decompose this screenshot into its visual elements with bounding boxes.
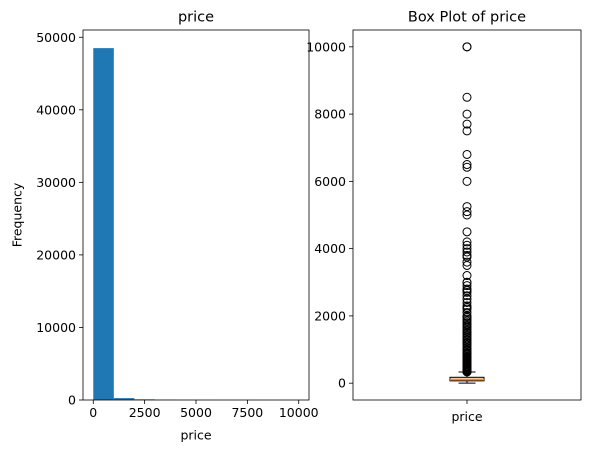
histogram-y-axis-label: Frequency — [10, 182, 25, 247]
boxplot-outlier-82 — [462, 284, 472, 294]
boxplot-outlier-104 — [462, 119, 472, 129]
histogram-x-tick-label-2: 5000 — [180, 405, 212, 420]
boxplot-outlier-95 — [462, 227, 472, 237]
boxplot-outlier-105 — [462, 109, 472, 119]
boxplot-outlier-94 — [462, 237, 472, 247]
boxplot-outlier-92 — [462, 244, 472, 254]
boxplot-y-tick-label-5: 10000 — [306, 39, 346, 54]
histogram-title: price — [178, 10, 214, 26]
boxplot-y-tick-label-1: 2000 — [314, 308, 346, 323]
histogram-bar-0 — [93, 48, 114, 400]
boxplot-outlier-76 — [462, 301, 472, 311]
histogram-x-tick-label-4: 10000 — [279, 405, 319, 420]
histogram-x-tick-label-0: 0 — [89, 405, 97, 420]
histogram-y-tick-label-3: 30000 — [36, 175, 76, 190]
boxplot-outliers — [462, 42, 472, 377]
histogram-y-tick-label-2: 20000 — [36, 247, 76, 262]
boxplot-x-tick: price — [451, 400, 483, 424]
histogram-frame — [82, 29, 310, 401]
boxplot-outlier-108 — [462, 42, 472, 52]
boxplot-outlier-90 — [462, 250, 472, 260]
boxplot-outlier-88 — [462, 257, 472, 267]
boxplot-y-tick-label-3: 6000 — [314, 174, 346, 189]
boxplot-outlier-101 — [462, 160, 472, 170]
boxplot-panel: Box Plot of price 0 2000 4000 6000 8000 10000… — [306, 10, 582, 424]
boxplot-outlier-98 — [462, 202, 472, 212]
histogram-x-axis-label: price — [180, 428, 211, 443]
histogram-y-tick-label-0: 0 — [68, 393, 76, 408]
boxplot-outlier-106 — [462, 92, 472, 102]
boxplot-outlier-97 — [462, 207, 472, 217]
boxplot-y-ticks: 0 2000 4000 6000 8000 10000 — [306, 39, 353, 391]
boxplot-outlier-79 — [462, 291, 472, 301]
histogram-bar-1 — [113, 398, 135, 400]
boxplot-outlier-100 — [462, 162, 472, 172]
boxplot-outlier-85 — [462, 277, 472, 287]
boxplot-y-tick-label-2: 4000 — [314, 241, 346, 256]
boxplot-frame — [352, 29, 582, 401]
boxplot-outlier-91 — [462, 247, 472, 257]
boxplot-outlier-99 — [462, 176, 472, 186]
boxplot-outlier-83 — [462, 281, 472, 291]
boxplot-outlier-86 — [462, 271, 472, 281]
boxplot-outlier-102 — [462, 149, 472, 159]
boxplot-outlier-103 — [462, 126, 472, 136]
histogram-y-tick-label-5: 50000 — [36, 30, 76, 45]
boxplot-body — [449, 371, 485, 384]
boxplot-y-tick-label-4: 8000 — [314, 107, 346, 122]
boxplot-category-label: price — [451, 409, 482, 424]
histogram-x-ticks: 0 2500 5000 7500 10000 — [89, 400, 319, 420]
boxplot-outlier-93 — [462, 240, 472, 250]
histogram-panel: price 0 2500 5000 7500 10000 0 10000 20000 3000… — [10, 10, 319, 443]
histogram-y-tick-label-4: 40000 — [36, 102, 76, 117]
histogram-y-tick-label-1: 10000 — [36, 320, 76, 335]
boxplot-outlier-73 — [462, 308, 472, 318]
boxplot-y-tick-label-0: 0 — [338, 376, 346, 391]
boxplot-outlier-77 — [462, 297, 472, 307]
boxplot-title: Box Plot of price — [408, 10, 526, 26]
histogram-y-ticks: 0 10000 20000 30000 40000 50000 — [36, 30, 83, 408]
histogram-x-tick-label-3: 7500 — [231, 405, 263, 420]
histogram-x-tick-label-1: 2500 — [129, 405, 161, 420]
